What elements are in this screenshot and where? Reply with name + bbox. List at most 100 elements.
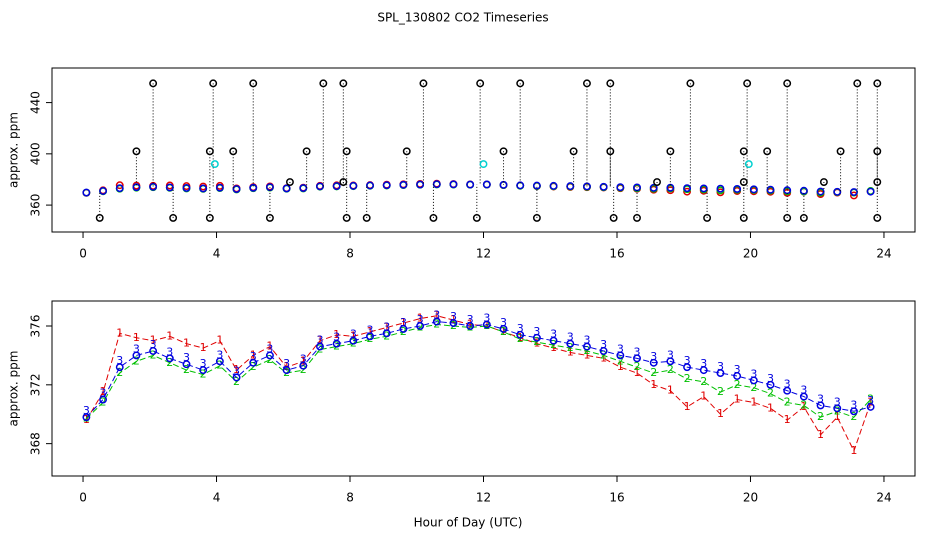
point bbox=[232, 373, 241, 382]
point-symbol: 1 bbox=[867, 395, 874, 408]
point-symbol: 3 bbox=[150, 338, 157, 351]
point-symbol: 3 bbox=[717, 360, 724, 373]
point-symbol: 2 bbox=[383, 329, 390, 342]
point bbox=[366, 181, 374, 190]
point-symbol: 1 bbox=[800, 400, 807, 413]
point bbox=[833, 187, 842, 196]
point bbox=[866, 187, 875, 196]
point bbox=[799, 392, 808, 401]
point bbox=[716, 184, 725, 193]
point bbox=[783, 386, 792, 395]
point bbox=[476, 79, 485, 88]
point bbox=[683, 184, 692, 193]
point bbox=[799, 186, 808, 195]
point bbox=[349, 336, 358, 345]
x-axis-label: Hour of Day (UTC) bbox=[414, 516, 523, 530]
point-symbol: 3 bbox=[133, 342, 140, 355]
point bbox=[466, 180, 475, 189]
x-tick-label: 12 bbox=[476, 491, 491, 505]
point bbox=[766, 380, 775, 389]
point bbox=[285, 178, 294, 186]
point bbox=[472, 213, 481, 222]
point bbox=[182, 183, 191, 192]
point-symbol: 2 bbox=[800, 398, 807, 411]
point bbox=[633, 354, 641, 363]
point bbox=[210, 160, 219, 169]
point-symbol: 2 bbox=[784, 395, 791, 408]
point-symbol: 1 bbox=[684, 400, 691, 413]
point bbox=[699, 366, 708, 375]
point bbox=[466, 322, 475, 330]
point-symbol: 2 bbox=[650, 366, 657, 379]
point bbox=[99, 395, 108, 404]
point bbox=[733, 185, 742, 193]
point-symbol: 3 bbox=[800, 384, 807, 397]
point bbox=[606, 147, 615, 156]
point-symbol: 2 bbox=[183, 363, 190, 376]
point bbox=[149, 347, 158, 355]
point bbox=[342, 213, 351, 222]
point-symbol: 2 bbox=[133, 354, 140, 367]
point-symbol: 1 bbox=[350, 329, 357, 342]
point-symbol: 2 bbox=[500, 325, 507, 338]
point-symbol: 3 bbox=[617, 342, 624, 355]
point bbox=[783, 79, 792, 88]
x-tick-label: 4 bbox=[213, 491, 221, 505]
point-symbol: 2 bbox=[316, 343, 323, 356]
point bbox=[766, 185, 775, 194]
point-symbol: 1 bbox=[750, 395, 757, 408]
point bbox=[265, 351, 274, 360]
y-tick-label: 376 bbox=[29, 315, 43, 338]
point-symbol: 1 bbox=[100, 385, 107, 398]
x-tick-label: 0 bbox=[79, 247, 87, 261]
point bbox=[366, 332, 374, 341]
point-symbol: 1 bbox=[550, 341, 557, 354]
point-symbol: 2 bbox=[467, 320, 474, 333]
point-symbol: 2 bbox=[850, 410, 857, 423]
point-symbol: 1 bbox=[83, 413, 90, 426]
point-symbol: 3 bbox=[450, 310, 457, 323]
point-symbol: 2 bbox=[834, 404, 841, 417]
x-tick-label: 24 bbox=[876, 491, 891, 505]
point-symbol: 1 bbox=[250, 348, 257, 361]
point-symbol: 1 bbox=[316, 334, 323, 347]
point bbox=[229, 147, 238, 156]
x-tick-label: 20 bbox=[743, 491, 758, 505]
point bbox=[282, 366, 291, 375]
point bbox=[416, 322, 425, 330]
point bbox=[402, 147, 411, 156]
point-symbol: 1 bbox=[166, 329, 173, 342]
point bbox=[833, 404, 842, 413]
point bbox=[532, 213, 541, 222]
point bbox=[716, 369, 725, 378]
y-tick-label: 372 bbox=[29, 373, 43, 396]
point bbox=[249, 358, 258, 367]
point-symbol: 3 bbox=[834, 395, 841, 408]
point bbox=[866, 402, 875, 411]
point bbox=[416, 180, 425, 189]
point bbox=[733, 372, 742, 380]
point bbox=[205, 147, 214, 156]
point bbox=[316, 182, 324, 191]
y-axis-label: approx. ppm bbox=[7, 351, 21, 427]
point-symbol: 1 bbox=[233, 363, 240, 376]
y-tick-label: 400 bbox=[29, 142, 43, 165]
point bbox=[482, 320, 491, 329]
point-symbol: 1 bbox=[367, 325, 374, 338]
point bbox=[836, 147, 845, 156]
point bbox=[302, 147, 311, 156]
point bbox=[873, 178, 882, 186]
point bbox=[686, 79, 695, 88]
point-symbol: 3 bbox=[316, 334, 323, 347]
point bbox=[549, 336, 558, 345]
point-symbol: 3 bbox=[734, 363, 741, 376]
point-symbol: 3 bbox=[250, 350, 257, 363]
point-symbol: 3 bbox=[684, 354, 691, 367]
point-symbol: 2 bbox=[750, 381, 757, 394]
point bbox=[873, 147, 882, 156]
point bbox=[849, 407, 858, 416]
point-symbol: 2 bbox=[400, 325, 407, 338]
point bbox=[499, 324, 508, 333]
point-symbol: 3 bbox=[533, 325, 540, 338]
point bbox=[115, 363, 124, 372]
